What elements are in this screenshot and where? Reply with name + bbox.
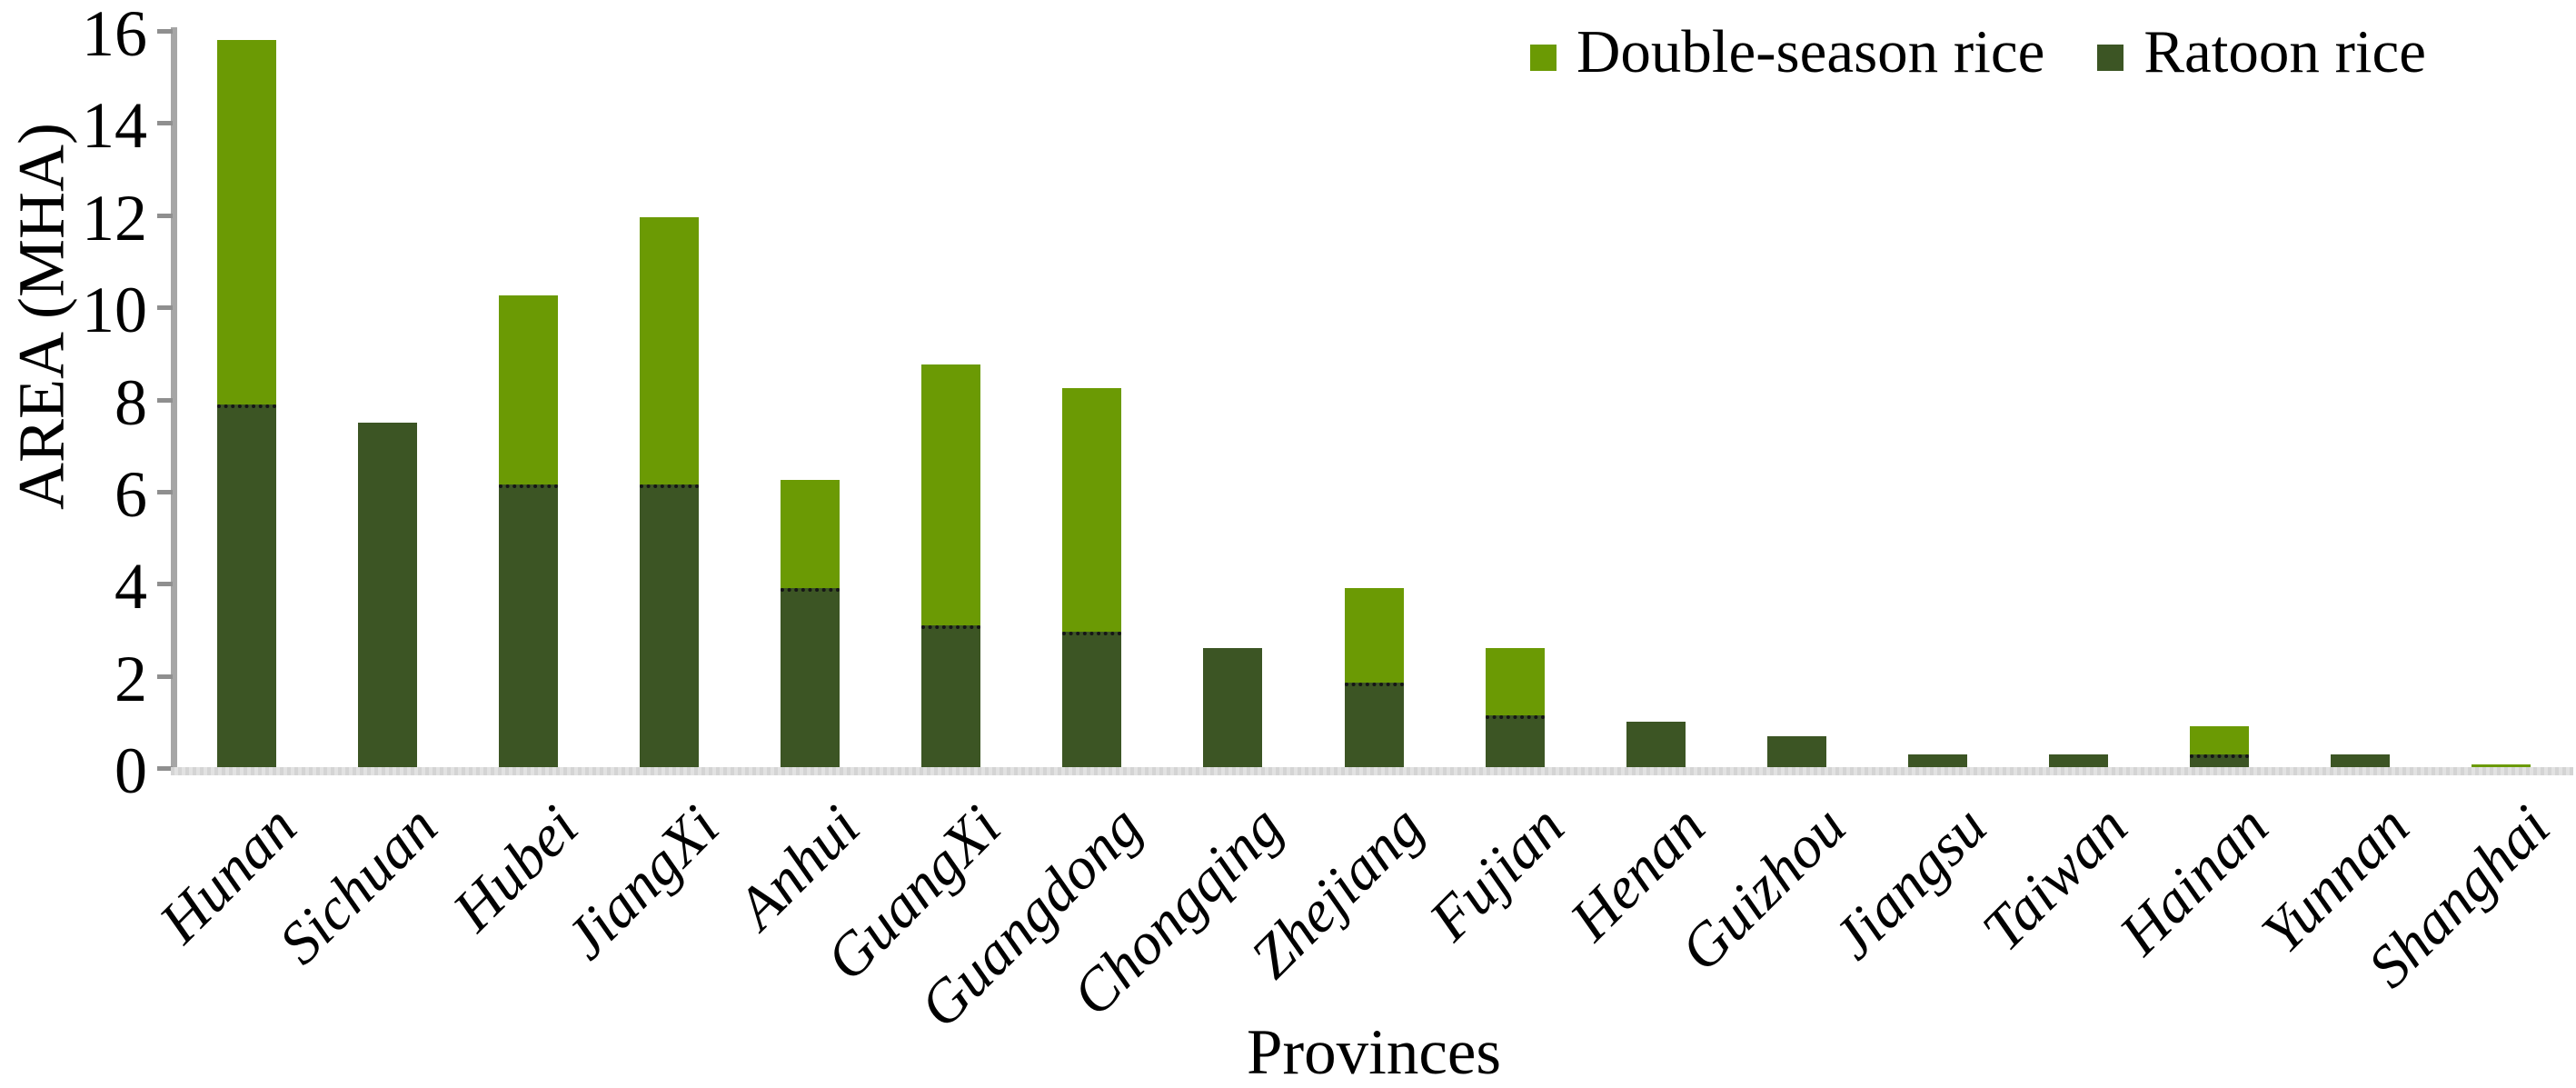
legend-item: Double-season rice: [1530, 20, 2044, 84]
y-tick-mark: [157, 213, 173, 218]
bar-segment-double-season: [2471, 764, 2531, 768]
y-tick-mark: [157, 489, 173, 494]
bar-segment-ratoon: [499, 484, 559, 768]
y-tick-label: 14: [82, 89, 147, 163]
bar-segment-ratoon: [1626, 722, 1686, 768]
y-tick-mark: [157, 121, 173, 126]
x-label-jiangxi: JiangXi: [552, 793, 732, 973]
legend: Double-season rice Ratoon rice: [1530, 20, 2426, 84]
x-label-hainan: Hainan: [2107, 793, 2282, 968]
y-tick-label: 4: [114, 550, 147, 624]
y-tick-mark: [157, 582, 173, 587]
y-tick-mark: [157, 305, 173, 311]
bar-segment-double-season: [921, 364, 981, 625]
bar-segment-ratoon: [640, 484, 700, 768]
bar-segment-double-season: [781, 480, 840, 589]
bar-segment-ratoon: [2048, 754, 2108, 768]
x-label-fujian: Fujian: [1417, 793, 1577, 953]
bar-anhui: [781, 480, 840, 768]
bar-taiwan: [2048, 754, 2108, 768]
bar-segment-ratoon: [1907, 754, 1967, 768]
bar-hainan: [2189, 726, 2249, 768]
bar-segment-ratoon: [1766, 735, 1826, 768]
y-tick-label: 10: [82, 274, 147, 347]
bar-guizhou: [1766, 735, 1826, 768]
bar-segment-ratoon: [781, 588, 840, 768]
x-label-taiwan: Taiwan: [1970, 793, 2141, 964]
bar-segment-ratoon: [2330, 754, 2390, 768]
bar-segment-double-season: [1485, 648, 1545, 715]
bar-jiangxi: [640, 217, 700, 768]
bar-segment-ratoon: [921, 624, 981, 768]
bar-jiangsu: [1907, 754, 1967, 768]
y-tick-label: 6: [114, 457, 147, 531]
bar-segment-double-season: [1062, 387, 1122, 633]
y-tick-label: 8: [114, 365, 147, 439]
bar-segment-ratoon: [1203, 648, 1263, 768]
bar-yunnan: [2330, 754, 2390, 768]
bar-hubei: [499, 295, 559, 768]
x-axis-title: Provinces: [1246, 1017, 1502, 1088]
bar-chongqing: [1203, 648, 1263, 768]
bar-segment-double-season: [1344, 588, 1404, 684]
bar-segment-double-season: [217, 40, 277, 404]
legend-label: Double-season rice: [1576, 18, 2045, 85]
y-tick-mark: [157, 397, 173, 403]
bar-segment-ratoon: [1344, 683, 1404, 768]
bar-segment-ratoon: [1062, 632, 1122, 768]
legend-label: Ratoon rice: [2143, 18, 2427, 85]
bar-segment-ratoon: [1485, 714, 1545, 768]
bar-segment-double-season: [499, 295, 559, 485]
bar-guangxi: [921, 364, 981, 768]
bar-segment-ratoon: [2189, 754, 2249, 768]
x-label-jiangsu: Jiangsu: [1820, 793, 2000, 973]
bar-zhejiang: [1344, 588, 1404, 768]
bar-segment-ratoon: [358, 422, 418, 768]
y-tick-label: 0: [114, 734, 147, 807]
bar-segment-ratoon: [217, 404, 277, 768]
bar-sichuan: [358, 422, 418, 768]
y-axis-line: [171, 27, 177, 774]
bar-guangdong: [1062, 387, 1122, 768]
y-tick-label: 16: [82, 0, 147, 70]
y-tick-mark: [157, 766, 173, 771]
legend-swatch-icon: [1530, 44, 1557, 71]
y-tick-mark: [157, 674, 173, 679]
bar-segment-double-season: [640, 217, 700, 485]
bar-shanghai: [2471, 764, 2531, 768]
y-tick-label: 2: [114, 642, 147, 715]
y-tick-mark: [157, 29, 173, 34]
legend-item: Ratoon rice: [2097, 20, 2426, 84]
bar-hunan: [217, 40, 277, 768]
bar-henan: [1626, 722, 1686, 768]
bar-fujian: [1485, 648, 1545, 768]
y-tick-label: 12: [82, 181, 147, 255]
x-axis-line: [171, 767, 2573, 775]
bar-segment-double-season: [2189, 726, 2249, 754]
x-label-sichuan: Sichuan: [265, 793, 450, 977]
legend-swatch-icon: [2097, 44, 2124, 71]
